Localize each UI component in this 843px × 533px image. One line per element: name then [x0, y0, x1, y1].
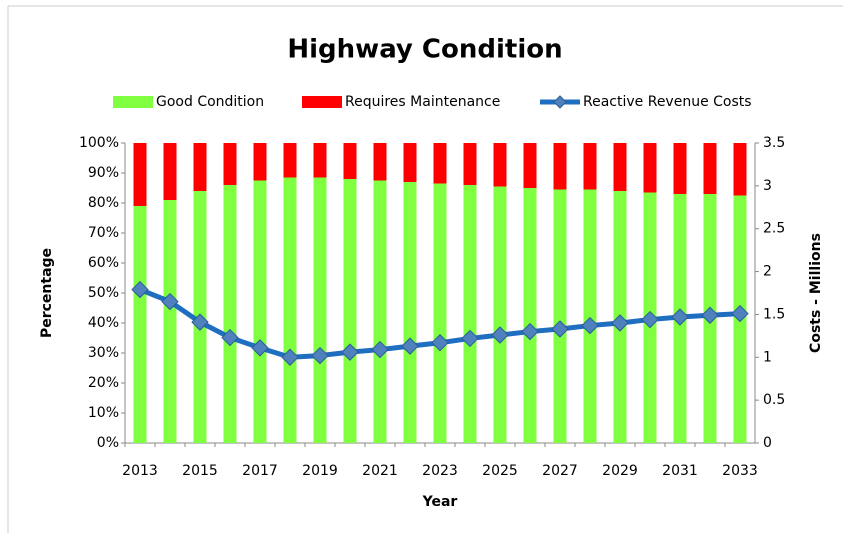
marker [161, 292, 179, 311]
legend-swatch [113, 96, 153, 108]
marker [521, 322, 539, 341]
bar-segment [193, 143, 207, 191]
bar-segment [433, 143, 447, 184]
bar-segment [283, 143, 297, 178]
y-tick-label: 100% [79, 135, 119, 151]
marker [611, 314, 629, 332]
marker [281, 348, 299, 366]
x-tick-label: 2031 [662, 463, 698, 479]
bar-segment [253, 180, 267, 443]
marker [641, 310, 659, 329]
bar-segment [733, 143, 747, 196]
bar-segment [433, 183, 447, 443]
marker [671, 308, 689, 326]
y-tick-label: 60% [88, 255, 119, 271]
chart-title: Highway Condition [287, 35, 562, 65]
y2-tick-label: 3.5 [763, 135, 785, 151]
bar-segment [313, 177, 327, 443]
bar-segment [643, 143, 657, 193]
bar-segment [343, 143, 357, 179]
y2-tick-label: 0 [763, 435, 772, 451]
bar-segment [583, 143, 597, 190]
y-tick-label: 0% [97, 435, 119, 451]
y2-tick-label: 2 [763, 264, 772, 280]
bar-segment [163, 143, 177, 200]
marker [431, 334, 449, 352]
bar-segment [583, 189, 597, 443]
bar-segment [613, 143, 627, 191]
bar-segment [343, 179, 357, 443]
x-axis-label: Year [422, 494, 458, 510]
y2-tick-label: 0.5 [763, 392, 785, 408]
bar-segment [163, 200, 177, 443]
marker [341, 343, 359, 361]
bar-segment [373, 180, 387, 443]
y-tick-label: 30% [88, 345, 119, 361]
bar-segment [523, 143, 537, 188]
marker [581, 316, 599, 335]
x-tick-label: 2029 [602, 463, 638, 479]
x-tick-label: 2027 [542, 463, 578, 479]
y-tick-label: 40% [88, 315, 119, 331]
x-tick-label: 2021 [362, 463, 398, 479]
bar-segment [283, 177, 297, 443]
y2-tick-label: 3 [763, 178, 772, 194]
legend-swatch [553, 95, 567, 109]
bar-segment [253, 143, 267, 181]
legend-label: Requires Maintenance [345, 94, 500, 110]
marker [731, 304, 749, 323]
bar-segment [553, 143, 567, 190]
bar-segment [553, 189, 567, 443]
y2-tick-label: 2.5 [763, 221, 785, 237]
bar-segment [133, 143, 147, 206]
y-tick-label: 90% [88, 165, 119, 181]
marker [461, 329, 479, 348]
y-tick-label: 10% [88, 405, 119, 421]
y-axis-label: Percentage [39, 248, 55, 338]
marker [191, 313, 209, 331]
marker [551, 320, 569, 338]
legend-label: Reactive Revenue Costs [583, 94, 752, 110]
y-tick-label: 80% [88, 195, 119, 211]
y-tick-label: 20% [88, 375, 119, 391]
x-tick-label: 2033 [722, 463, 758, 479]
y2-tick-label: 1.5 [763, 306, 785, 322]
x-tick-label: 2013 [122, 463, 158, 479]
marker [701, 306, 719, 324]
bar-segment [133, 206, 147, 443]
bar-segment [403, 143, 417, 182]
bar-segment [463, 185, 477, 443]
bar-segment [313, 143, 327, 178]
y-tick-label: 70% [88, 225, 119, 241]
marker [371, 340, 389, 359]
x-tick-label: 2017 [242, 463, 278, 479]
y2-tick-label: 1 [763, 349, 772, 365]
y2-axis-label: Costs - Millions [808, 233, 824, 353]
y-tick-label: 50% [88, 285, 119, 301]
x-tick-label: 2023 [422, 463, 458, 479]
bar-segment [673, 143, 687, 194]
bar-segment [493, 186, 507, 443]
marker [401, 337, 419, 355]
legend-label: Good Condition [156, 94, 264, 110]
bar-segment [493, 143, 507, 187]
legend-swatch [302, 96, 342, 108]
bar-segment [223, 185, 237, 443]
bar-segment [403, 182, 417, 443]
marker [491, 326, 509, 344]
bar-segment [703, 143, 717, 194]
x-tick-label: 2019 [302, 463, 338, 479]
marker [251, 339, 269, 357]
bar-segment [463, 143, 477, 185]
x-tick-label: 2025 [482, 463, 518, 479]
marker [221, 328, 239, 347]
marker [131, 280, 149, 299]
x-tick-label: 2015 [182, 463, 218, 479]
marker [311, 346, 329, 365]
bar-segment [523, 188, 537, 443]
bar-segment [223, 143, 237, 185]
bar-segment [373, 143, 387, 181]
